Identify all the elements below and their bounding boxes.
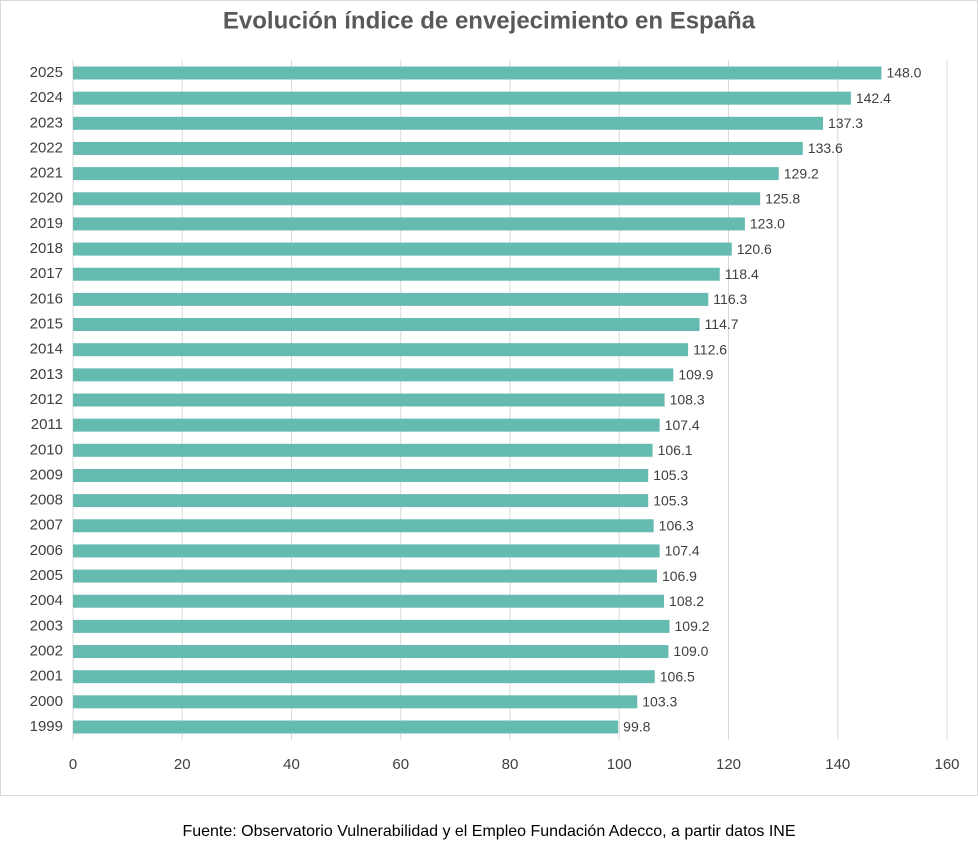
- bar: [73, 544, 660, 558]
- data-label: 108.2: [669, 593, 704, 609]
- data-label: 148.0: [886, 65, 921, 81]
- y-tick-label: 2002: [30, 643, 63, 660]
- y-tick-label: 2011: [31, 416, 63, 433]
- data-label: 107.4: [665, 543, 700, 559]
- bar: [73, 141, 803, 155]
- bar: [73, 192, 761, 206]
- bar: [73, 292, 709, 306]
- y-tick-label: 2017: [30, 265, 63, 282]
- bar: [73, 343, 689, 357]
- bar: [73, 368, 674, 382]
- y-tick-label: 2010: [30, 441, 63, 458]
- bar: [73, 443, 653, 457]
- bar: [73, 569, 657, 583]
- y-tick-label: 2008: [30, 492, 63, 509]
- y-tick-label: 2007: [30, 517, 63, 534]
- y-tick-label: 2012: [30, 391, 63, 408]
- y-tick-label: 2004: [30, 592, 63, 609]
- data-label: 129.2: [784, 165, 819, 181]
- data-label: 137.3: [828, 115, 863, 131]
- y-tick-label: 2005: [30, 567, 63, 584]
- data-label: 106.9: [662, 568, 697, 584]
- y-tick-label: 2023: [30, 114, 63, 131]
- data-label: 106.1: [658, 442, 693, 458]
- data-label: 133.6: [808, 140, 843, 156]
- data-label: 105.3: [653, 492, 688, 508]
- bar: [73, 695, 638, 709]
- data-label: 109.2: [675, 618, 710, 634]
- data-label: 106.5: [660, 668, 695, 684]
- y-tick-label: 2009: [30, 466, 63, 483]
- y-tick-label: 2019: [30, 215, 63, 232]
- y-tick-label: 2020: [30, 190, 63, 207]
- bar: [73, 167, 779, 181]
- bar: [73, 594, 665, 608]
- y-tick-label: 2022: [30, 139, 63, 156]
- data-label: 142.4: [856, 90, 891, 106]
- y-tick-label: 2018: [30, 240, 63, 257]
- y-tick-label: 2013: [30, 366, 63, 383]
- y-tick-label: 2000: [30, 693, 63, 710]
- y-tick-label: 2024: [30, 89, 63, 106]
- x-tick-label: 160: [934, 756, 959, 773]
- bar: [73, 519, 654, 533]
- y-tick-label: 2001: [30, 668, 63, 685]
- data-label: 114.7: [705, 316, 739, 332]
- data-label: 120.6: [737, 241, 772, 257]
- bar: [73, 619, 670, 633]
- y-tick-label: 1999: [30, 718, 63, 735]
- data-label: 106.3: [659, 517, 694, 533]
- data-label: 112.6: [693, 341, 727, 357]
- data-label: 125.8: [765, 190, 800, 206]
- x-tick-label: 0: [69, 756, 77, 773]
- y-tick-label: 2014: [30, 341, 63, 358]
- y-tick-label: 2016: [30, 290, 63, 307]
- source-note: Fuente: Observatorio Vulnerabilidad y el…: [182, 823, 795, 840]
- data-label: 99.8: [623, 719, 650, 735]
- y-tick-label: 2021: [30, 165, 63, 182]
- x-tick-label: 120: [716, 756, 741, 773]
- data-label: 109.0: [673, 643, 708, 659]
- y-tick-label: 2006: [30, 542, 63, 559]
- bar: [73, 242, 732, 256]
- y-tick-label: 2025: [30, 64, 63, 81]
- bar: [73, 468, 649, 482]
- bar: [73, 66, 882, 80]
- data-label: 109.9: [678, 367, 713, 383]
- x-tick-label: 60: [392, 756, 409, 773]
- bar: [73, 494, 649, 508]
- data-label: 108.3: [670, 392, 705, 408]
- y-tick-label: 2003: [30, 617, 63, 634]
- bar: [73, 720, 619, 734]
- data-label: 105.3: [653, 467, 688, 483]
- x-tick-label: 100: [607, 756, 632, 773]
- x-tick-label: 20: [174, 756, 191, 773]
- bar: [73, 393, 665, 407]
- x-tick-label: 40: [283, 756, 300, 773]
- bar: [73, 318, 700, 332]
- bar: [73, 645, 669, 659]
- bar: [73, 91, 851, 105]
- bar: [73, 418, 660, 432]
- data-label: 116.3: [713, 291, 747, 307]
- data-label: 118.4: [725, 266, 759, 282]
- bar: [73, 670, 655, 684]
- data-label: 103.3: [642, 694, 677, 710]
- bar: [73, 116, 824, 130]
- x-tick-label: 80: [502, 756, 519, 773]
- data-label: 123.0: [750, 216, 785, 232]
- bar: [73, 267, 720, 281]
- bar: [73, 217, 745, 231]
- data-label: 107.4: [665, 417, 700, 433]
- y-tick-label: 2015: [30, 316, 63, 333]
- x-tick-label: 140: [825, 756, 850, 773]
- chart-title: Evolución índice de envejecimiento en Es…: [223, 7, 756, 34]
